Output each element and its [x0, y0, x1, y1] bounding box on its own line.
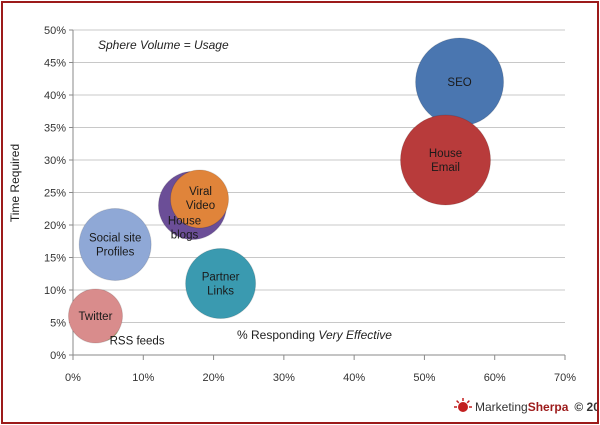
credit-text: MarketingSherpa © 2009	[475, 400, 597, 414]
bubble-partner-links	[185, 248, 257, 319]
y-tick-label: 40%	[44, 90, 66, 102]
bubble-label-line: Twitter	[79, 311, 113, 323]
bubble-label-partner-links: Partner Links	[202, 272, 240, 298]
bubble-label-line: Social site	[89, 233, 141, 245]
y-tick-label: 0%	[50, 350, 66, 362]
sun-logo-icon	[454, 398, 472, 412]
y-tick-label: 30%	[44, 155, 66, 167]
bubble-label-line: SEO	[447, 77, 471, 89]
x-tick-label: 20%	[203, 372, 225, 384]
bubble-viral-video	[170, 169, 230, 229]
bubble-label-line: House	[429, 148, 462, 160]
y-tick-label: 50%	[44, 25, 66, 37]
y-axis-title: Time Required	[8, 144, 22, 222]
y-tick-label: 45%	[44, 58, 66, 70]
bubble-label-line: House	[168, 216, 201, 228]
y-tick-label: 35%	[44, 123, 66, 135]
y-tick-labels: 0% 5% 10% 15% 20% 25% 30% 35% 40% 45% 50%	[44, 25, 66, 362]
bubble-label-viral-video: Viral Video	[186, 186, 215, 212]
bubble-label-twitter: Twitter	[79, 311, 113, 323]
bubble-label-line: RSS feeds	[110, 336, 165, 348]
credit-year: © 2009	[574, 400, 597, 414]
bubbles	[67, 37, 505, 344]
credit-logo: MarketingSherpa © 2009	[454, 398, 597, 414]
x-tick-label: 50%	[413, 372, 435, 384]
bubble-label-rss-feeds: RSS feeds	[110, 336, 165, 348]
x-axis-title: % Responding Very Effective	[237, 328, 392, 342]
x-tick-labels: 0% 10% 20% 30% 40% 50% 60% 70%	[65, 372, 576, 384]
y-tick-label: 25%	[44, 188, 66, 200]
x-tick-label: 60%	[484, 372, 506, 384]
bubble-label-house-email: House Email	[429, 148, 462, 174]
bubble-label-line: Links	[207, 286, 234, 298]
x-tick-label: 70%	[554, 372, 576, 384]
y-tick-label: 15%	[44, 253, 66, 265]
bubble-label-line: Partner	[202, 272, 240, 284]
bubble-social-site-profiles	[78, 208, 152, 281]
bubble-label-house-blogs: House blogs	[168, 216, 201, 242]
bubble-label-social-site-profiles: Social site Profiles	[89, 233, 141, 259]
y-tick-label: 20%	[44, 220, 66, 232]
x-tick-label: 40%	[343, 372, 365, 384]
bubble-chart: 0% 5% 10% 15% 20% 25% 30% 35% 40% 45% 50% 0% 10% 20%…	[8, 25, 597, 414]
bubble-label-line: blogs	[171, 230, 199, 242]
x-tick-label: 0%	[65, 372, 81, 384]
x-axis-title-emphasis: Very Effective	[318, 328, 392, 342]
bubble-label-line: Viral	[189, 186, 212, 198]
y-tick-label: 5%	[50, 318, 66, 330]
bubble-labels: SEO House Email House blogs Viral Video Social …	[79, 77, 472, 348]
x-tick-label: 30%	[273, 372, 295, 384]
bubble-label-line: Video	[186, 200, 215, 212]
bubble-label-line: Profiles	[96, 247, 135, 259]
x-tick-label: 10%	[132, 372, 154, 384]
bubble-house-email	[400, 114, 492, 206]
bubble-label-line: Email	[431, 162, 460, 174]
credit-brand-b: Sherpa	[528, 400, 569, 414]
bubble-label-seo: SEO	[447, 77, 471, 89]
credit-brand-a: Marketing	[475, 400, 528, 414]
y-tick-label: 10%	[44, 285, 66, 297]
chart-annotation: Sphere Volume = Usage	[98, 38, 229, 52]
x-axis-title-prefix: % Responding	[237, 328, 318, 342]
bubble-twitter	[67, 288, 123, 344]
